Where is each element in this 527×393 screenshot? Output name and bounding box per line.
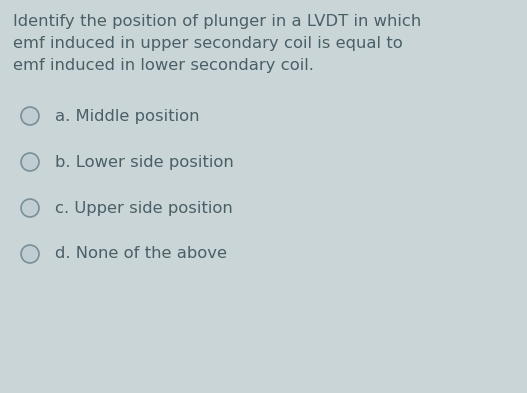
Text: emf induced in lower secondary coil.: emf induced in lower secondary coil. (13, 58, 314, 73)
Text: Identify the position of plunger in a LVDT in which: Identify the position of plunger in a LV… (13, 14, 421, 29)
Circle shape (21, 153, 39, 171)
Circle shape (21, 107, 39, 125)
Text: c. Upper side position: c. Upper side position (55, 200, 233, 215)
Circle shape (21, 199, 39, 217)
Circle shape (21, 245, 39, 263)
Text: a. Middle position: a. Middle position (55, 108, 200, 123)
Text: emf induced in upper secondary coil is equal to: emf induced in upper secondary coil is e… (13, 36, 403, 51)
Text: b. Lower side position: b. Lower side position (55, 154, 234, 169)
Text: d. None of the above: d. None of the above (55, 246, 227, 261)
